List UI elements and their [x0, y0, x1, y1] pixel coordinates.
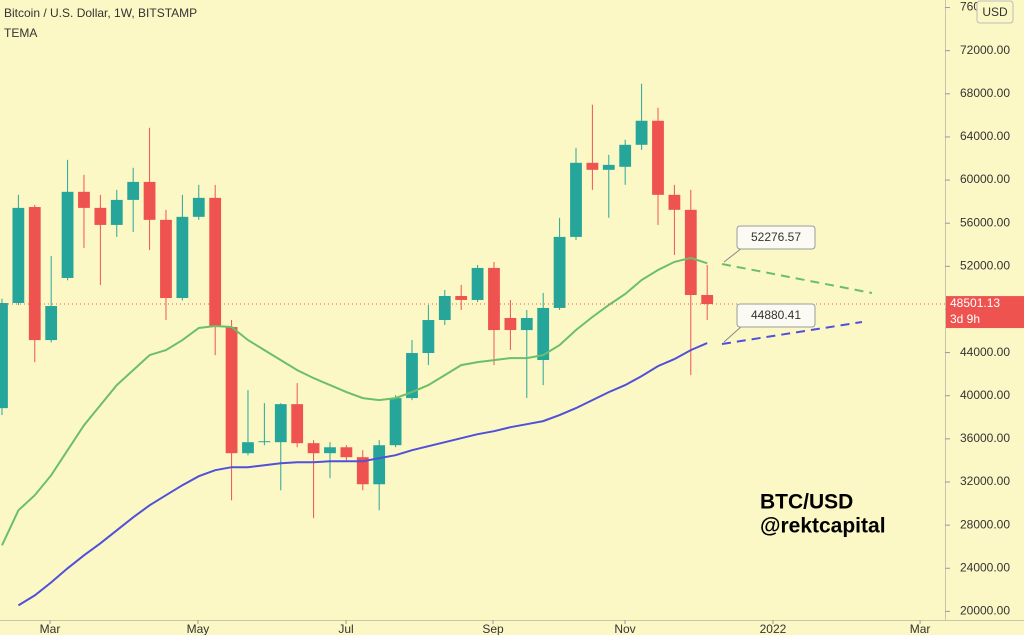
candle-body: [291, 404, 304, 444]
candle-body: [504, 317, 517, 331]
candle-body: [12, 207, 25, 303]
candle-body: [28, 207, 41, 341]
last-price-box: [946, 296, 1024, 329]
candle-body: [127, 181, 140, 200]
candle-body: [553, 236, 566, 308]
candle-body: [274, 404, 287, 443]
y-tick-label: 60000.00: [960, 172, 1010, 186]
y-tick-label: 64000.00: [960, 129, 1010, 143]
candle-body: [192, 197, 205, 217]
candle-body: [537, 307, 550, 361]
candle-body: [45, 306, 58, 341]
candle-body: [176, 216, 189, 299]
candle-body: [143, 181, 156, 220]
callout-label: 44880.41: [751, 308, 801, 322]
candle-body: [701, 295, 714, 305]
candle-body: [307, 443, 320, 454]
indicator-label: TEMA: [4, 26, 37, 40]
candle-body: [422, 320, 435, 354]
candle-body: [324, 447, 336, 454]
candle-body: [389, 398, 402, 446]
candle-body: [373, 445, 386, 485]
candle-body: [209, 197, 222, 328]
x-tick-label: Mar: [40, 622, 61, 635]
indicator-line: [1, 256, 708, 546]
candle-body: [438, 295, 451, 321]
candle-body: [61, 191, 74, 278]
candle-body: [668, 194, 681, 210]
callout-box: [736, 303, 816, 328]
indicator-line: [17, 342, 708, 607]
candle-body: [242, 442, 254, 454]
currency-badge[interactable]: [976, 0, 1014, 24]
callout-box: [736, 225, 816, 250]
y-tick-label: 28000.00: [960, 517, 1010, 531]
y-tick-label: 72000.00: [960, 43, 1010, 57]
candle-body: [110, 199, 123, 225]
countdown-label: 3d 9h: [950, 312, 980, 326]
y-tick-label: 52000.00: [960, 259, 1010, 273]
candle-body: [340, 447, 353, 458]
candle-body: [635, 120, 648, 145]
x-tick-label: May: [187, 622, 210, 635]
candle-body: [258, 441, 271, 443]
x-tick-label: Sep: [482, 622, 504, 635]
candle-body: [406, 353, 418, 399]
trend-projection: [721, 263, 873, 294]
candle-body: [78, 191, 90, 208]
last-price-label: 48501.13: [950, 296, 1000, 310]
x-tick-label: Nov: [614, 622, 635, 635]
y-tick-label: 40000.00: [960, 388, 1010, 402]
x-tick-label: 2022: [760, 622, 787, 635]
callout-pointer: [723, 247, 743, 263]
candle-body: [225, 327, 238, 454]
candle-body: [488, 267, 500, 331]
candle-body: [619, 144, 632, 167]
candle-body: [356, 457, 369, 485]
trend-projection: [721, 321, 863, 345]
candle-body: [471, 267, 484, 300]
candle-body: [652, 120, 664, 195]
candle-body: [602, 164, 615, 170]
candle-body: [684, 209, 697, 296]
candle-body: [570, 162, 582, 237]
candle-body: [455, 295, 468, 300]
y-tick-label: 24000.00: [960, 560, 1010, 574]
price-axis: 20000.00 24000.00 28000.00 32000.00 36000.00…: [40, 0, 1024, 635]
currency-label: USD: [982, 5, 1008, 19]
y-tick-label: 32000.00: [960, 474, 1010, 488]
y-tick-label: 68000.00: [960, 86, 1010, 100]
callout-pointer: [723, 325, 743, 343]
x-tick-label: Jul: [338, 622, 353, 635]
candle-body: [160, 219, 172, 299]
callout-label: 52276.57: [751, 230, 801, 244]
watermark: @rektcapital: [760, 515, 886, 538]
watermark: BTC/USD: [760, 491, 853, 514]
candle-body: [0, 302, 8, 409]
y-tick-label: 44000.00: [960, 345, 1010, 359]
candle-body: [94, 207, 107, 225]
chart-title: Bitcoin / U.S. Dollar, 1W, BITSTAMP: [4, 6, 197, 20]
candle-body: [520, 317, 533, 331]
y-tick-label: 20000.00: [960, 604, 1010, 618]
candle-body: [586, 162, 599, 170]
plot-area: [0, 83, 945, 607]
y-tick-label: 36000.00: [960, 431, 1010, 445]
y-tick-label: 56000.00: [960, 215, 1010, 229]
x-tick-label: Mar: [910, 622, 931, 635]
